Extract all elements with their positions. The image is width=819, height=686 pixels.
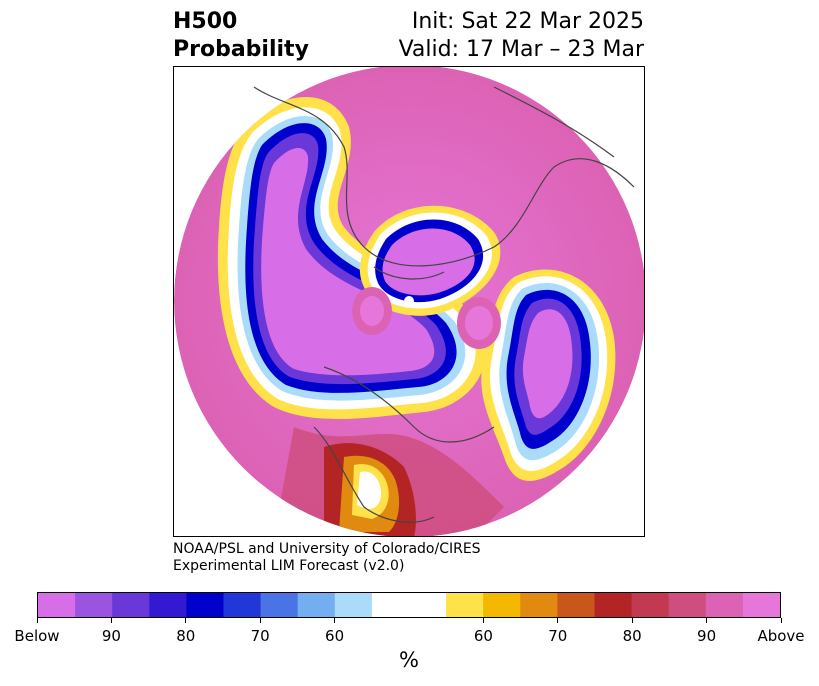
colorbar-tick-label: 90 [101, 627, 121, 645]
colorbar-tick-mark [185, 618, 187, 623]
colorbar-swatch [594, 593, 633, 617]
colorbar-tick-label: 70 [250, 627, 270, 645]
polar-map-svg [174, 67, 644, 536]
colorbar-tick-label: Above [757, 627, 805, 645]
coastlines [253, 86, 635, 523]
colorbar-tick-mark [780, 618, 782, 623]
colorbar-tick-label: 90 [697, 627, 717, 645]
colorbar-tick-label: 70 [548, 627, 568, 645]
colorbar-swatch [520, 593, 558, 617]
colorbar-tick-label: 80 [622, 627, 642, 645]
colorbar-swatch [483, 593, 521, 617]
colorbar-tick-label: 60 [325, 627, 345, 645]
colorbar-tick-label: 80 [176, 627, 196, 645]
valid-range: Valid: 17 Mar – 23 Mar [398, 37, 644, 62]
colorbar-swatch [38, 593, 76, 617]
colorbar-swatch [705, 593, 744, 617]
colorbar-unit-label: % [399, 648, 419, 672]
colorbar-tick-mark [557, 618, 559, 623]
colorbar-swatch [112, 593, 150, 617]
init-date: Init: Sat 22 Mar 2025 [411, 9, 644, 34]
colorbar-swatch [742, 593, 780, 617]
colorbar-swatch [557, 593, 595, 617]
colorbar-swatch [149, 593, 187, 617]
colorbar-swatch [631, 593, 670, 617]
colorbar-swatch [75, 593, 113, 617]
forecast-dates: Init: Sat 22 Mar 2025 Valid: 17 Mar – 23… [399, 8, 644, 64]
colorbar-tick-mark [259, 618, 261, 623]
title-line-1: H500 [173, 9, 238, 34]
colorbar-swatch [223, 593, 262, 617]
chart-title: H500 Probability [173, 8, 309, 64]
colorbar-tick-mark [334, 618, 336, 623]
colorbar-swatch [668, 593, 707, 617]
colorbar-svg [38, 593, 780, 617]
credit-text: NOAA/PSL and University of Colorado/CIRE… [173, 541, 481, 575]
colorbar-swatch [260, 593, 299, 617]
colorbar-tick-label: 60 [473, 627, 493, 645]
probability-map [173, 66, 645, 537]
colorbar-swatch [186, 593, 224, 617]
probability-field [174, 67, 644, 536]
title-line-2: Probability [173, 37, 309, 62]
colorbar [37, 592, 781, 618]
colorbar-tick-mark [36, 618, 38, 623]
credit-line-1: NOAA/PSL and University of Colorado/CIRE… [173, 541, 481, 557]
colorbar-tick-mark [482, 618, 484, 623]
colorbar-tick-mark [706, 618, 708, 623]
colorbar-swatch [334, 593, 373, 617]
colorbar-swatch [297, 593, 336, 617]
colorbar-tick-mark [631, 618, 633, 623]
colorbar-swatch [446, 593, 484, 617]
credit-line-2: Experimental LIM Forecast (v2.0) [173, 558, 405, 574]
colorbar-swatch [371, 593, 447, 617]
colorbar-tick-label: Below [14, 627, 60, 645]
colorbar-tick-mark [110, 618, 112, 623]
